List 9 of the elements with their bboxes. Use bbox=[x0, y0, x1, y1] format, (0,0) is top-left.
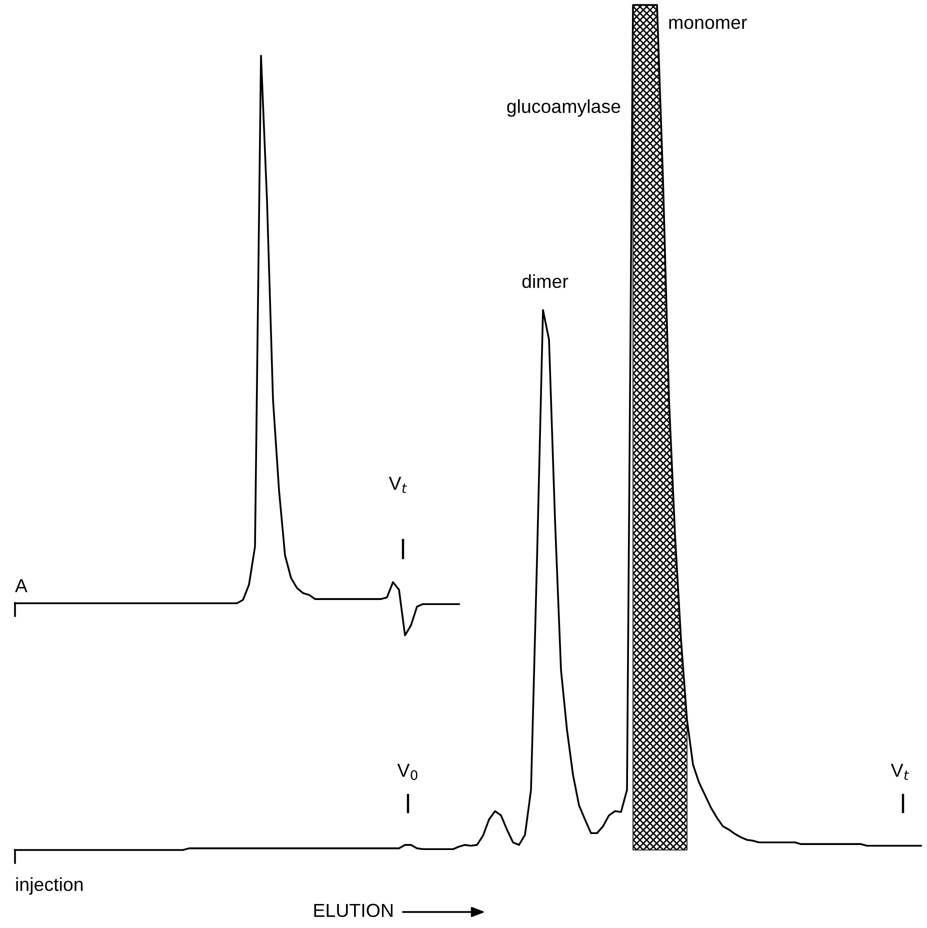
annotation: glucoamylase bbox=[507, 99, 620, 117]
annotation: A bbox=[15, 579, 28, 592]
text: ELUTION bbox=[314, 904, 392, 918]
annotation: V$_{t}$ bbox=[890, 764, 910, 780]
annotation: V$_{0}$ bbox=[397, 764, 418, 780]
annotation: monomer bbox=[669, 18, 747, 30]
annotation: V$_{t}$ bbox=[388, 476, 408, 493]
annotation: dimer bbox=[522, 274, 568, 288]
text: injection bbox=[16, 877, 83, 895]
